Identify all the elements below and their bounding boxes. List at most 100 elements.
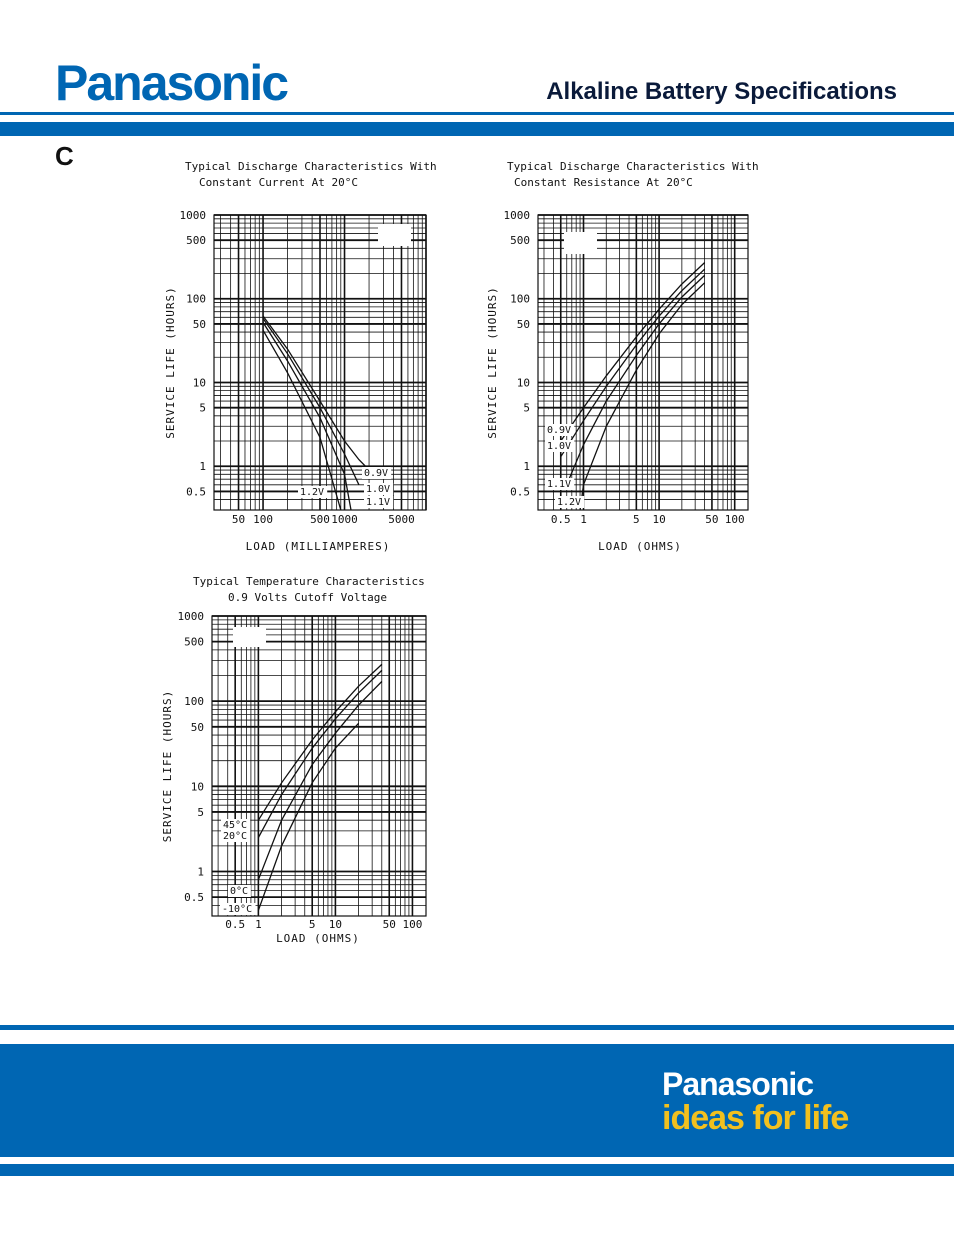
series-label-bg [364, 496, 394, 508]
series-label: 1.0V [547, 441, 571, 452]
footer-top-rule [0, 1025, 954, 1030]
plot-frame [213, 214, 427, 511]
series-label: 1.2V [300, 487, 324, 498]
x-tick-label: 0.5 [551, 513, 571, 526]
battery-size-label: C [55, 141, 74, 171]
document-title: Alkaline Battery Specifications [546, 78, 897, 105]
series-label-bg [555, 496, 585, 508]
series-label-bg [364, 483, 394, 495]
series-label-bg [362, 467, 392, 479]
y-tick-label: 50 [191, 721, 204, 734]
header-thin-rule [0, 112, 954, 115]
x-tick-label: 50 [232, 513, 245, 526]
x-tick-label: 0.5 [225, 918, 245, 931]
series-label-bg [545, 424, 575, 436]
y-tick-label: 500 [184, 636, 204, 649]
series-line-10v [560, 268, 706, 458]
y-tick-label: 50 [193, 318, 206, 331]
x-tick-label: 1000 [331, 513, 358, 526]
series-label: 1.0V [366, 484, 390, 495]
chart-grid [212, 615, 426, 917]
y-tick-label: 100 [510, 293, 530, 306]
y-tick-label: 100 [184, 695, 204, 708]
x-tick-label: 5 [633, 513, 640, 526]
chart-title: Typical Discharge Characteristics With [185, 160, 437, 173]
y-axis-label: SERVICE LIFE (HOURS) [161, 690, 174, 842]
x-tick-label: 10 [329, 918, 342, 931]
series-label: 0.9V [547, 425, 571, 436]
x-tick-label: 500 [310, 513, 330, 526]
chart-subtitle: Constant Resistance At 20°C [514, 176, 693, 189]
x-tick-label: 100 [725, 513, 745, 526]
series-label-bg [228, 885, 251, 897]
series-label-bg [298, 486, 328, 498]
chart-title: Typical Discharge Characteristics With [507, 160, 759, 173]
x-tick-label: 5 [309, 918, 316, 931]
y-tick-label: 0.5 [510, 485, 530, 498]
series-line-11v [262, 322, 352, 511]
x-axis-label: LOAD (OHMS) [598, 540, 682, 553]
series-line-0c [257, 681, 383, 880]
y-tick-label: 10 [193, 376, 206, 389]
header-thick-rule [0, 122, 954, 136]
y-tick-label: 1 [197, 865, 204, 878]
y-tick-label: 10 [517, 376, 530, 389]
series-line-09v [560, 262, 706, 442]
y-tick-label: 5 [523, 402, 530, 415]
panasonic-logo: Panasonic [55, 55, 289, 111]
y-tick-label: 5 [197, 806, 204, 819]
y-tick-label: 1 [523, 460, 530, 473]
y-tick-label: 500 [186, 234, 206, 247]
series-label: 0°C [230, 886, 248, 897]
footer-tagline: ideas for life [662, 1099, 849, 1137]
series-line-10c [257, 722, 360, 911]
series-label-bg [220, 903, 256, 915]
series-label: 0.9V [364, 468, 388, 479]
series-label-bg [221, 819, 251, 831]
chart-subtitle: Constant Current At 20°C [199, 176, 358, 189]
series-label-bg [221, 830, 251, 842]
blank-box [233, 627, 266, 647]
y-tick-label: 1000 [180, 209, 207, 222]
y-tick-label: 500 [510, 234, 530, 247]
series-line-12v [262, 329, 342, 511]
x-axis-label: LOAD (OHMS) [276, 932, 360, 945]
x-tick-label: 1 [255, 918, 262, 931]
x-axis-label: LOAD (MILLIAMPERES) [246, 540, 391, 553]
series-line-20c [257, 669, 383, 838]
x-tick-label: 5000 [388, 513, 415, 526]
plot-frame [211, 615, 427, 917]
y-tick-label: 1000 [178, 610, 205, 623]
series-line-10v [262, 318, 360, 486]
footer-panasonic-logo: Panasonic [662, 1066, 814, 1102]
x-tick-label: 100 [253, 513, 273, 526]
series-label: 20°C [223, 831, 247, 842]
series-label-bg [545, 440, 575, 452]
series-label: 1.1V [547, 479, 571, 490]
blank-box [564, 232, 597, 254]
series-label: 1.1V [366, 497, 390, 508]
footer-band [0, 1044, 954, 1157]
series-label: 45°C [223, 820, 247, 831]
chart-title: Typical Temperature Characteristics [193, 575, 425, 588]
series-label: 1.2V [557, 497, 581, 508]
x-tick-label: 1 [580, 513, 587, 526]
x-tick-label: 100 [402, 918, 422, 931]
y-tick-label: 50 [517, 318, 530, 331]
series-line-12v [579, 282, 706, 511]
x-tick-label: 50 [705, 513, 718, 526]
footer-bottom-rule [0, 1164, 954, 1176]
y-tick-label: 1 [199, 460, 206, 473]
y-tick-label: 0.5 [186, 485, 206, 498]
x-tick-label: 50 [383, 918, 396, 931]
chart-subtitle: 0.9 Volts Cutoff Voltage [228, 591, 387, 604]
series-label-bg [545, 478, 575, 490]
y-axis-label: SERVICE LIFE (HOURS) [486, 286, 499, 438]
y-tick-label: 0.5 [184, 891, 204, 904]
plot-frame [537, 214, 749, 511]
series-label: -10°C [222, 904, 252, 915]
y-axis-label: SERVICE LIFE (HOURS) [164, 286, 177, 438]
